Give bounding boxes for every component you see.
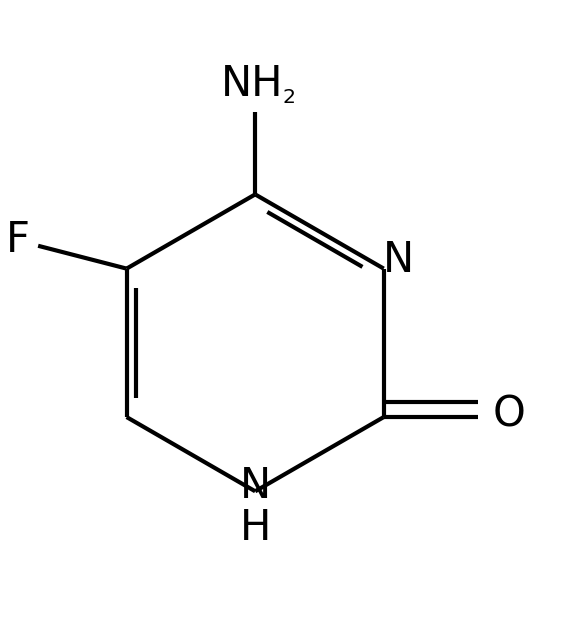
Text: F: F	[6, 219, 30, 261]
Text: N: N	[382, 239, 414, 281]
Text: NH: NH	[221, 63, 283, 105]
Text: H: H	[239, 508, 271, 549]
Text: N: N	[240, 465, 271, 507]
Text: O: O	[492, 393, 525, 435]
Text: $_2$: $_2$	[282, 78, 295, 106]
